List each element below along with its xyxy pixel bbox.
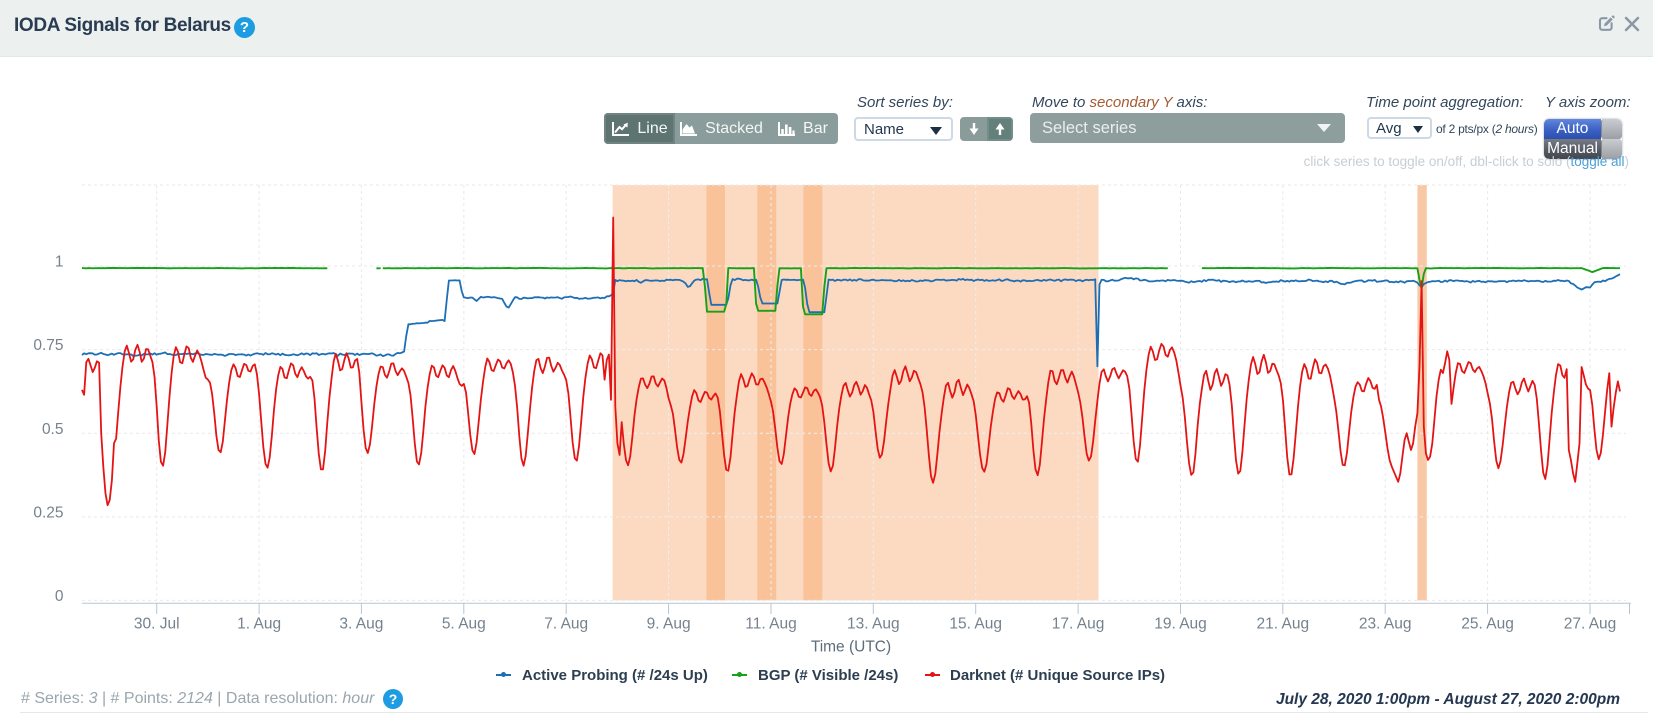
svg-text:0: 0 [55, 588, 64, 605]
svg-text:17. Aug: 17. Aug [1052, 616, 1105, 633]
svg-text:25. Aug: 25. Aug [1461, 616, 1514, 633]
svg-text:30. Jul: 30. Jul [134, 616, 180, 633]
svg-text:27. Aug: 27. Aug [1564, 616, 1617, 633]
svg-text:5. Aug: 5. Aug [442, 616, 486, 633]
svg-text:9. Aug: 9. Aug [647, 616, 691, 633]
svg-text:19. Aug: 19. Aug [1154, 616, 1207, 633]
svg-text:7. Aug: 7. Aug [544, 616, 588, 633]
svg-text:1: 1 [55, 254, 64, 271]
svg-text:11. Aug: 11. Aug [745, 616, 796, 633]
svg-text:23. Aug: 23. Aug [1359, 616, 1412, 633]
svg-text:Time (UTC): Time (UTC) [811, 639, 891, 656]
svg-text:15. Aug: 15. Aug [949, 616, 1002, 633]
svg-text:0.5: 0.5 [42, 421, 64, 438]
svg-text:13. Aug: 13. Aug [847, 616, 900, 633]
svg-text:0.75: 0.75 [33, 337, 63, 354]
svg-text:1. Aug: 1. Aug [237, 616, 281, 633]
svg-text:3. Aug: 3. Aug [339, 616, 383, 633]
svg-text:0.25: 0.25 [33, 504, 63, 521]
svg-text:21. Aug: 21. Aug [1257, 616, 1310, 633]
